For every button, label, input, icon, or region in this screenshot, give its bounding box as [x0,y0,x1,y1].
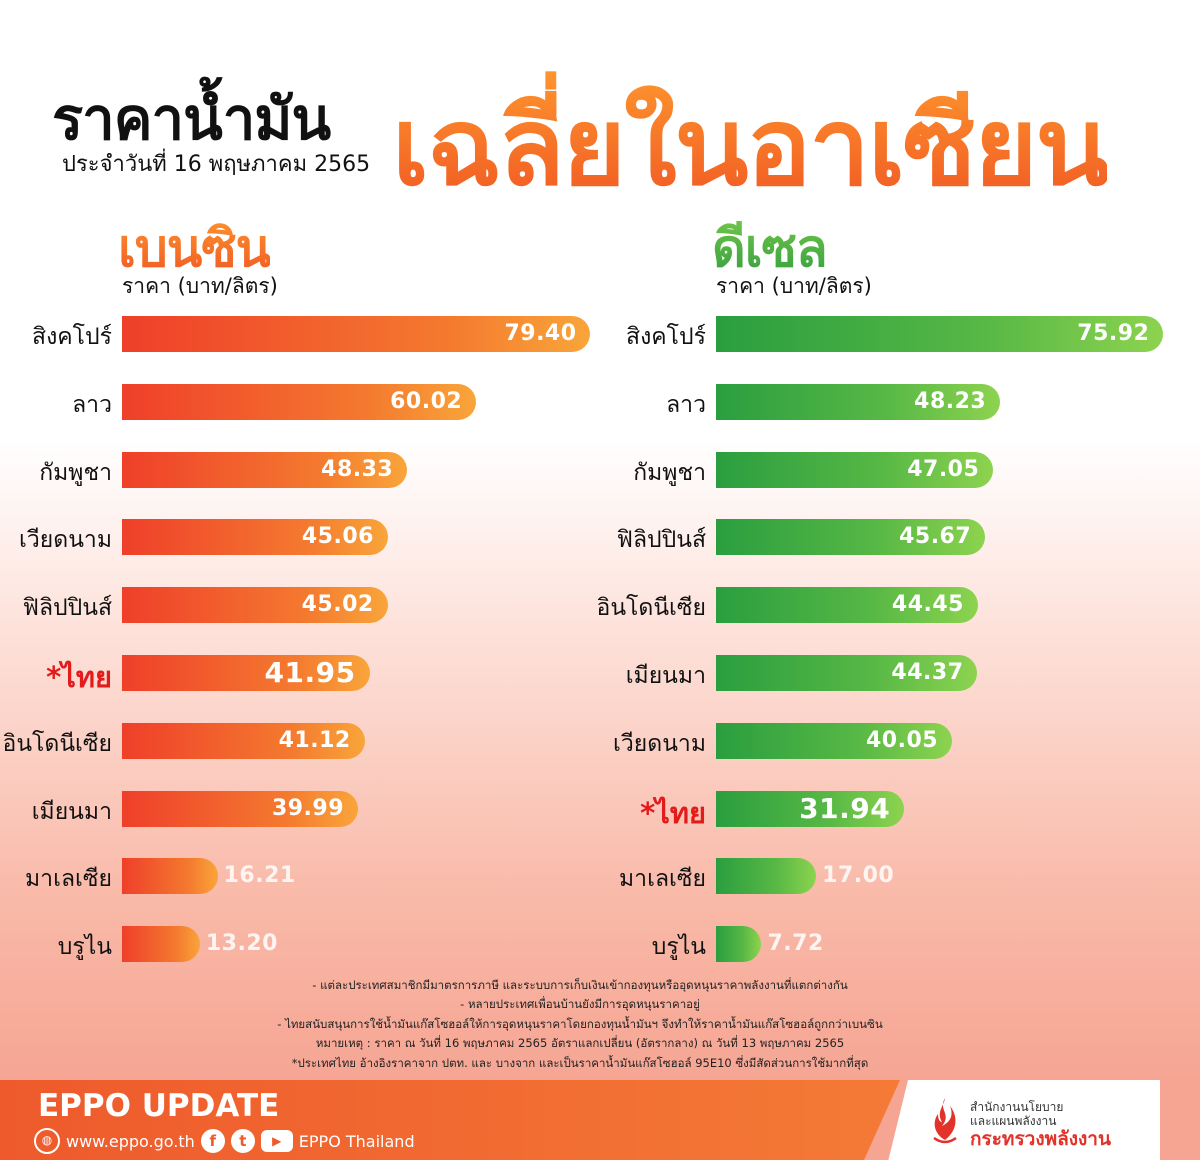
diesel-category-label: บรูไน [651,934,706,961]
benzin-category-label: กัมพูชา [39,459,112,486]
benzin-bar [122,519,388,556]
benzin-category-label: มาเลเซีย [25,866,112,893]
website-link[interactable]: www.eppo.go.th [66,1131,195,1151]
diesel-category-label: เวียดนาม [613,730,706,757]
contact-row: ◍ www.eppo.go.th f t ▶ EPPO Thailand [34,1128,415,1154]
diesel-category-label: *ไทย [640,795,706,830]
diesel-chart-title: ดีเซล [712,206,828,289]
footnote-line: *ประเทศไทย อ้างอิงราคาจาก ปตท. และ บางจา… [291,1055,869,1070]
page-date: ประจำวันที่ 16 พฤษภาคม 2565 [62,152,371,177]
diesel-bar [716,451,994,488]
benzin-category-label: เมียนมา [31,798,112,825]
benzin-bar [122,722,365,759]
diesel-bar [716,790,905,827]
benzin-value-label: 48.33 [321,456,394,482]
diesel-category-label: มาเลเซีย [619,866,706,893]
footer-logo-area [888,1080,1160,1160]
diesel-bar [716,722,952,759]
diesel-category-label: อินโดนีเซีย [596,595,707,622]
benzin-bar [122,316,591,352]
benzin-value-label: 13.20 [205,931,278,957]
diesel-category-label: เมียนมา [625,663,706,689]
diesel-value-label: 44.45 [891,592,964,618]
benzin-bar [122,383,477,420]
benzin-bar [122,790,358,827]
benzin-category-label: *ไทย [46,660,112,694]
benzin-category-label: ลาว [72,391,112,418]
diesel-value-label: 75.92 [1077,321,1150,346]
diesel-bar [716,926,762,963]
social-name: EPPO Thailand [298,1131,415,1151]
footnote-line: - แต่ละประเทศสมาชิกมีมาตรการภาษี และระบบ… [312,978,848,992]
facebook-icon[interactable]: f [200,1129,225,1153]
benzin-bar [122,926,200,963]
benzin-value-label: 39.99 [271,795,345,821]
benzin-bar [122,587,388,624]
diesel-bar [716,655,978,691]
ministry-name: กระทรวงพลังงาน [970,1128,1111,1150]
benzin-category-label: ฟิลิปปินส์ [22,595,112,622]
diesel-category-label: ลาว [666,391,706,418]
benzin-bar [122,858,218,895]
benzin-chart-unit: ราคา (บาท/ลิตร) [122,274,278,298]
page-highlight-title: เฉลี่ยในอาเซียน [392,60,1109,232]
benzin-value-label: 79.40 [504,321,577,346]
footnotes: - แต่ละประเทศสมาชิกมีมาตรการภาษี และระบบ… [0,976,1160,1073]
diesel-chart-unit: ราคา (บาท/ลิตร) [716,274,872,298]
diesel-category-label: สิงคโปร์ [626,324,706,350]
page-title: ราคาน้ำมัน [52,85,331,153]
benzin-category-label: บรูไน [57,934,112,961]
bottom-margin [0,1160,1200,1173]
benzin-value-label: 45.02 [301,592,374,618]
diesel-bar-chart: สิงคโปร์ 75.92 ลาว 48.23 กัมพูชา 47.05 ฟิลิปปิ… [596,0,1200,970]
footer-band [0,1080,900,1160]
benzin-category-label: อินโดนีเซีย [2,730,113,757]
footnote-line: - ไทยสนับสนุนการใช้น้ำมันแก๊สโซฮอล์ให้กา… [277,1016,883,1031]
benzin-value-label: 41.12 [278,727,351,753]
footnote-line: - หลายประเทศเพื่อนบ้านยังมีการอุดหนุนราค… [460,997,700,1012]
footnote-line: หมายเหตุ : ราคา ณ วันที่ 16 พฤษภาคม 2565… [315,1036,845,1051]
brand-name: EPPO UPDATE [38,1088,280,1124]
globe-icon: ◍ [34,1128,60,1154]
benzin-value-label: 41.95 [264,656,356,689]
diesel-value-label: 47.05 [907,456,980,482]
diesel-value-label: 45.67 [899,524,972,550]
benzin-value-label: 45.06 [301,524,374,550]
diesel-value-label: 40.05 [865,727,939,753]
ministry-flame-logo-icon [933,1098,957,1144]
diesel-bar [716,519,986,556]
diesel-bar [716,316,1164,352]
diesel-bar [716,587,978,624]
benzin-bar [122,451,408,488]
benzin-value-label: 16.21 [223,863,296,889]
benzin-chart-title: เบนซิน [118,206,271,289]
diesel-value-label: 17.00 [822,863,895,889]
diesel-category-label: ฟิลิปปินส์ [616,527,706,554]
ministry-office-line1: สำนักงานนโยบาย [970,1100,1064,1114]
benzin-value-label: 60.02 [390,388,463,414]
diesel-bar [716,858,817,895]
benzin-category-label: สิงคโปร์ [32,324,112,350]
diesel-value-label: 48.23 [914,388,987,414]
benzin-bar-chart: สิงคโปร์ 79.40 ลาว 60.02 กัมพูชา 48.33 เวียดนา… [0,0,600,970]
ministry-office-line2: และแผนพลังงาน [970,1114,1057,1128]
diesel-value-label: 31.94 [799,791,891,825]
diesel-value-label: 7.72 [767,931,824,957]
benzin-bar [122,655,370,691]
diesel-bar [716,383,1001,420]
benzin-category-label: เวียดนาม [19,527,112,554]
twitter-icon[interactable]: t [230,1129,255,1153]
diesel-category-label: กัมพูชา [633,459,706,486]
diesel-value-label: 44.37 [891,660,964,685]
youtube-icon[interactable]: ▶ [260,1130,293,1152]
